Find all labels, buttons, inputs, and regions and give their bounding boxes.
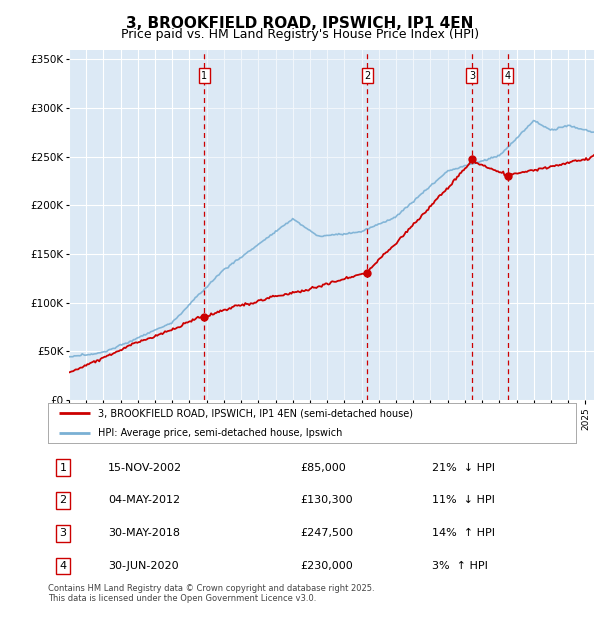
Text: 3, BROOKFIELD ROAD, IPSWICH, IP1 4EN: 3, BROOKFIELD ROAD, IPSWICH, IP1 4EN bbox=[127, 16, 473, 30]
Text: 2: 2 bbox=[59, 495, 67, 505]
Text: 30-MAY-2018: 30-MAY-2018 bbox=[108, 528, 180, 538]
Text: 04-MAY-2012: 04-MAY-2012 bbox=[108, 495, 180, 505]
Text: Contains HM Land Registry data © Crown copyright and database right 2025.
This d: Contains HM Land Registry data © Crown c… bbox=[48, 584, 374, 603]
Text: 21%  ↓ HPI: 21% ↓ HPI bbox=[432, 463, 495, 472]
Text: 14%  ↑ HPI: 14% ↑ HPI bbox=[432, 528, 495, 538]
Text: £230,000: £230,000 bbox=[300, 561, 353, 571]
Text: 3%  ↑ HPI: 3% ↑ HPI bbox=[432, 561, 488, 571]
Text: 2: 2 bbox=[364, 71, 371, 81]
Text: 1: 1 bbox=[202, 71, 208, 81]
Text: 1: 1 bbox=[59, 463, 67, 472]
Text: 4: 4 bbox=[59, 561, 67, 571]
Text: £85,000: £85,000 bbox=[300, 463, 346, 472]
Text: £130,300: £130,300 bbox=[300, 495, 353, 505]
Bar bbox=[205, 50, 508, 400]
Text: 3: 3 bbox=[469, 71, 475, 81]
Text: 3: 3 bbox=[59, 528, 67, 538]
Text: Price paid vs. HM Land Registry's House Price Index (HPI): Price paid vs. HM Land Registry's House … bbox=[121, 28, 479, 41]
Text: 15-NOV-2002: 15-NOV-2002 bbox=[108, 463, 182, 472]
Text: 11%  ↓ HPI: 11% ↓ HPI bbox=[432, 495, 495, 505]
Text: 30-JUN-2020: 30-JUN-2020 bbox=[108, 561, 179, 571]
Text: 4: 4 bbox=[505, 71, 511, 81]
Text: 3, BROOKFIELD ROAD, IPSWICH, IP1 4EN (semi-detached house): 3, BROOKFIELD ROAD, IPSWICH, IP1 4EN (se… bbox=[98, 408, 413, 418]
Text: £247,500: £247,500 bbox=[300, 528, 353, 538]
Text: HPI: Average price, semi-detached house, Ipswich: HPI: Average price, semi-detached house,… bbox=[98, 428, 343, 438]
